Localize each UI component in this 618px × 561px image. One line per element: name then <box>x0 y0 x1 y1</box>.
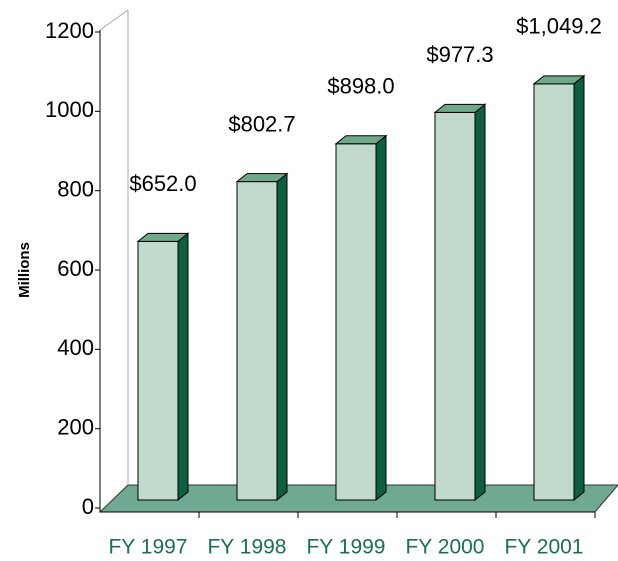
x-tick-label: FY 2000 <box>405 536 484 559</box>
y-tick-label: 200 <box>57 414 94 439</box>
x-tick-label: FY 1997 <box>108 536 187 559</box>
bar-side <box>474 103 486 502</box>
y-tick-label: 0 <box>82 494 94 519</box>
bar <box>335 143 377 501</box>
value-label: $802.7 <box>228 111 295 136</box>
bar-top <box>334 135 388 145</box>
value-label: $652.0 <box>129 171 196 196</box>
bar <box>434 111 476 501</box>
value-label: $977.3 <box>426 42 493 67</box>
bar-side <box>276 172 288 502</box>
bar-top <box>136 232 190 242</box>
bar <box>236 181 278 501</box>
bar-side <box>375 134 387 502</box>
y-tick-label: 600 <box>57 256 94 281</box>
bar-top <box>532 75 586 85</box>
bar-top <box>235 173 289 183</box>
x-tick-label: FY 1998 <box>207 536 286 559</box>
bar <box>533 83 575 501</box>
wall-top-edge <box>99 9 129 31</box>
x-tick-label: FY 2001 <box>504 536 583 559</box>
y-axis-label: Millions <box>16 242 33 298</box>
y-tick-label: 1200 <box>45 18 94 43</box>
bar-top <box>433 103 487 113</box>
bar-side <box>177 232 189 502</box>
bar-side <box>573 74 585 502</box>
y-tick-label: 400 <box>57 335 94 360</box>
x-tick-label: FY 1999 <box>306 536 385 559</box>
value-label: $898.0 <box>327 74 394 99</box>
y-tick-label: 1000 <box>45 97 94 122</box>
y-tick-label: 800 <box>57 176 94 201</box>
value-label: $1,049.2 <box>516 14 602 39</box>
bar <box>137 240 179 501</box>
